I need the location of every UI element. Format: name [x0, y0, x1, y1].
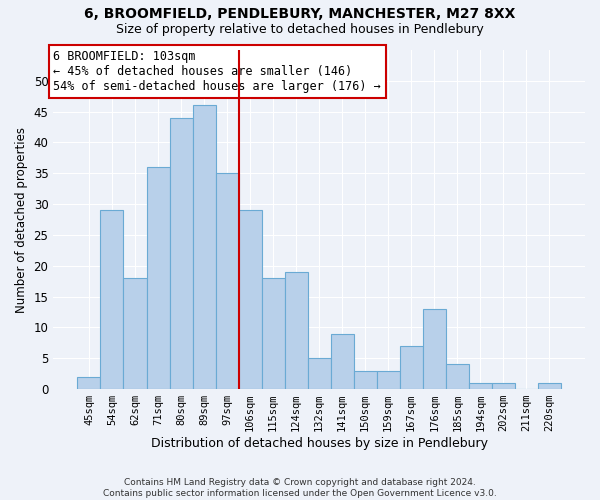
Bar [170, 118, 193, 389]
Text: Size of property relative to detached houses in Pendlebury: Size of property relative to detached ho… [116, 22, 484, 36]
Bar [146, 167, 170, 389]
Bar [331, 334, 353, 389]
Bar [423, 309, 446, 389]
Text: 6, BROOMFIELD, PENDLEBURY, MANCHESTER, M27 8XX: 6, BROOMFIELD, PENDLEBURY, MANCHESTER, M… [85, 8, 515, 22]
Bar [215, 174, 239, 389]
Bar [308, 358, 331, 389]
Bar [262, 278, 284, 389]
Text: Contains HM Land Registry data © Crown copyright and database right 2024.
Contai: Contains HM Land Registry data © Crown c… [103, 478, 497, 498]
X-axis label: Distribution of detached houses by size in Pendlebury: Distribution of detached houses by size … [151, 437, 488, 450]
Bar [353, 370, 377, 389]
Bar [538, 383, 561, 389]
Bar [469, 383, 492, 389]
Bar [284, 272, 308, 389]
Y-axis label: Number of detached properties: Number of detached properties [15, 126, 28, 312]
Bar [400, 346, 423, 389]
Bar [100, 210, 124, 389]
Bar [239, 210, 262, 389]
Bar [193, 106, 215, 389]
Bar [377, 370, 400, 389]
Bar [77, 377, 100, 389]
Text: 6 BROOMFIELD: 103sqm
← 45% of detached houses are smaller (146)
54% of semi-deta: 6 BROOMFIELD: 103sqm ← 45% of detached h… [53, 50, 381, 93]
Bar [124, 278, 146, 389]
Bar [492, 383, 515, 389]
Bar [446, 364, 469, 389]
